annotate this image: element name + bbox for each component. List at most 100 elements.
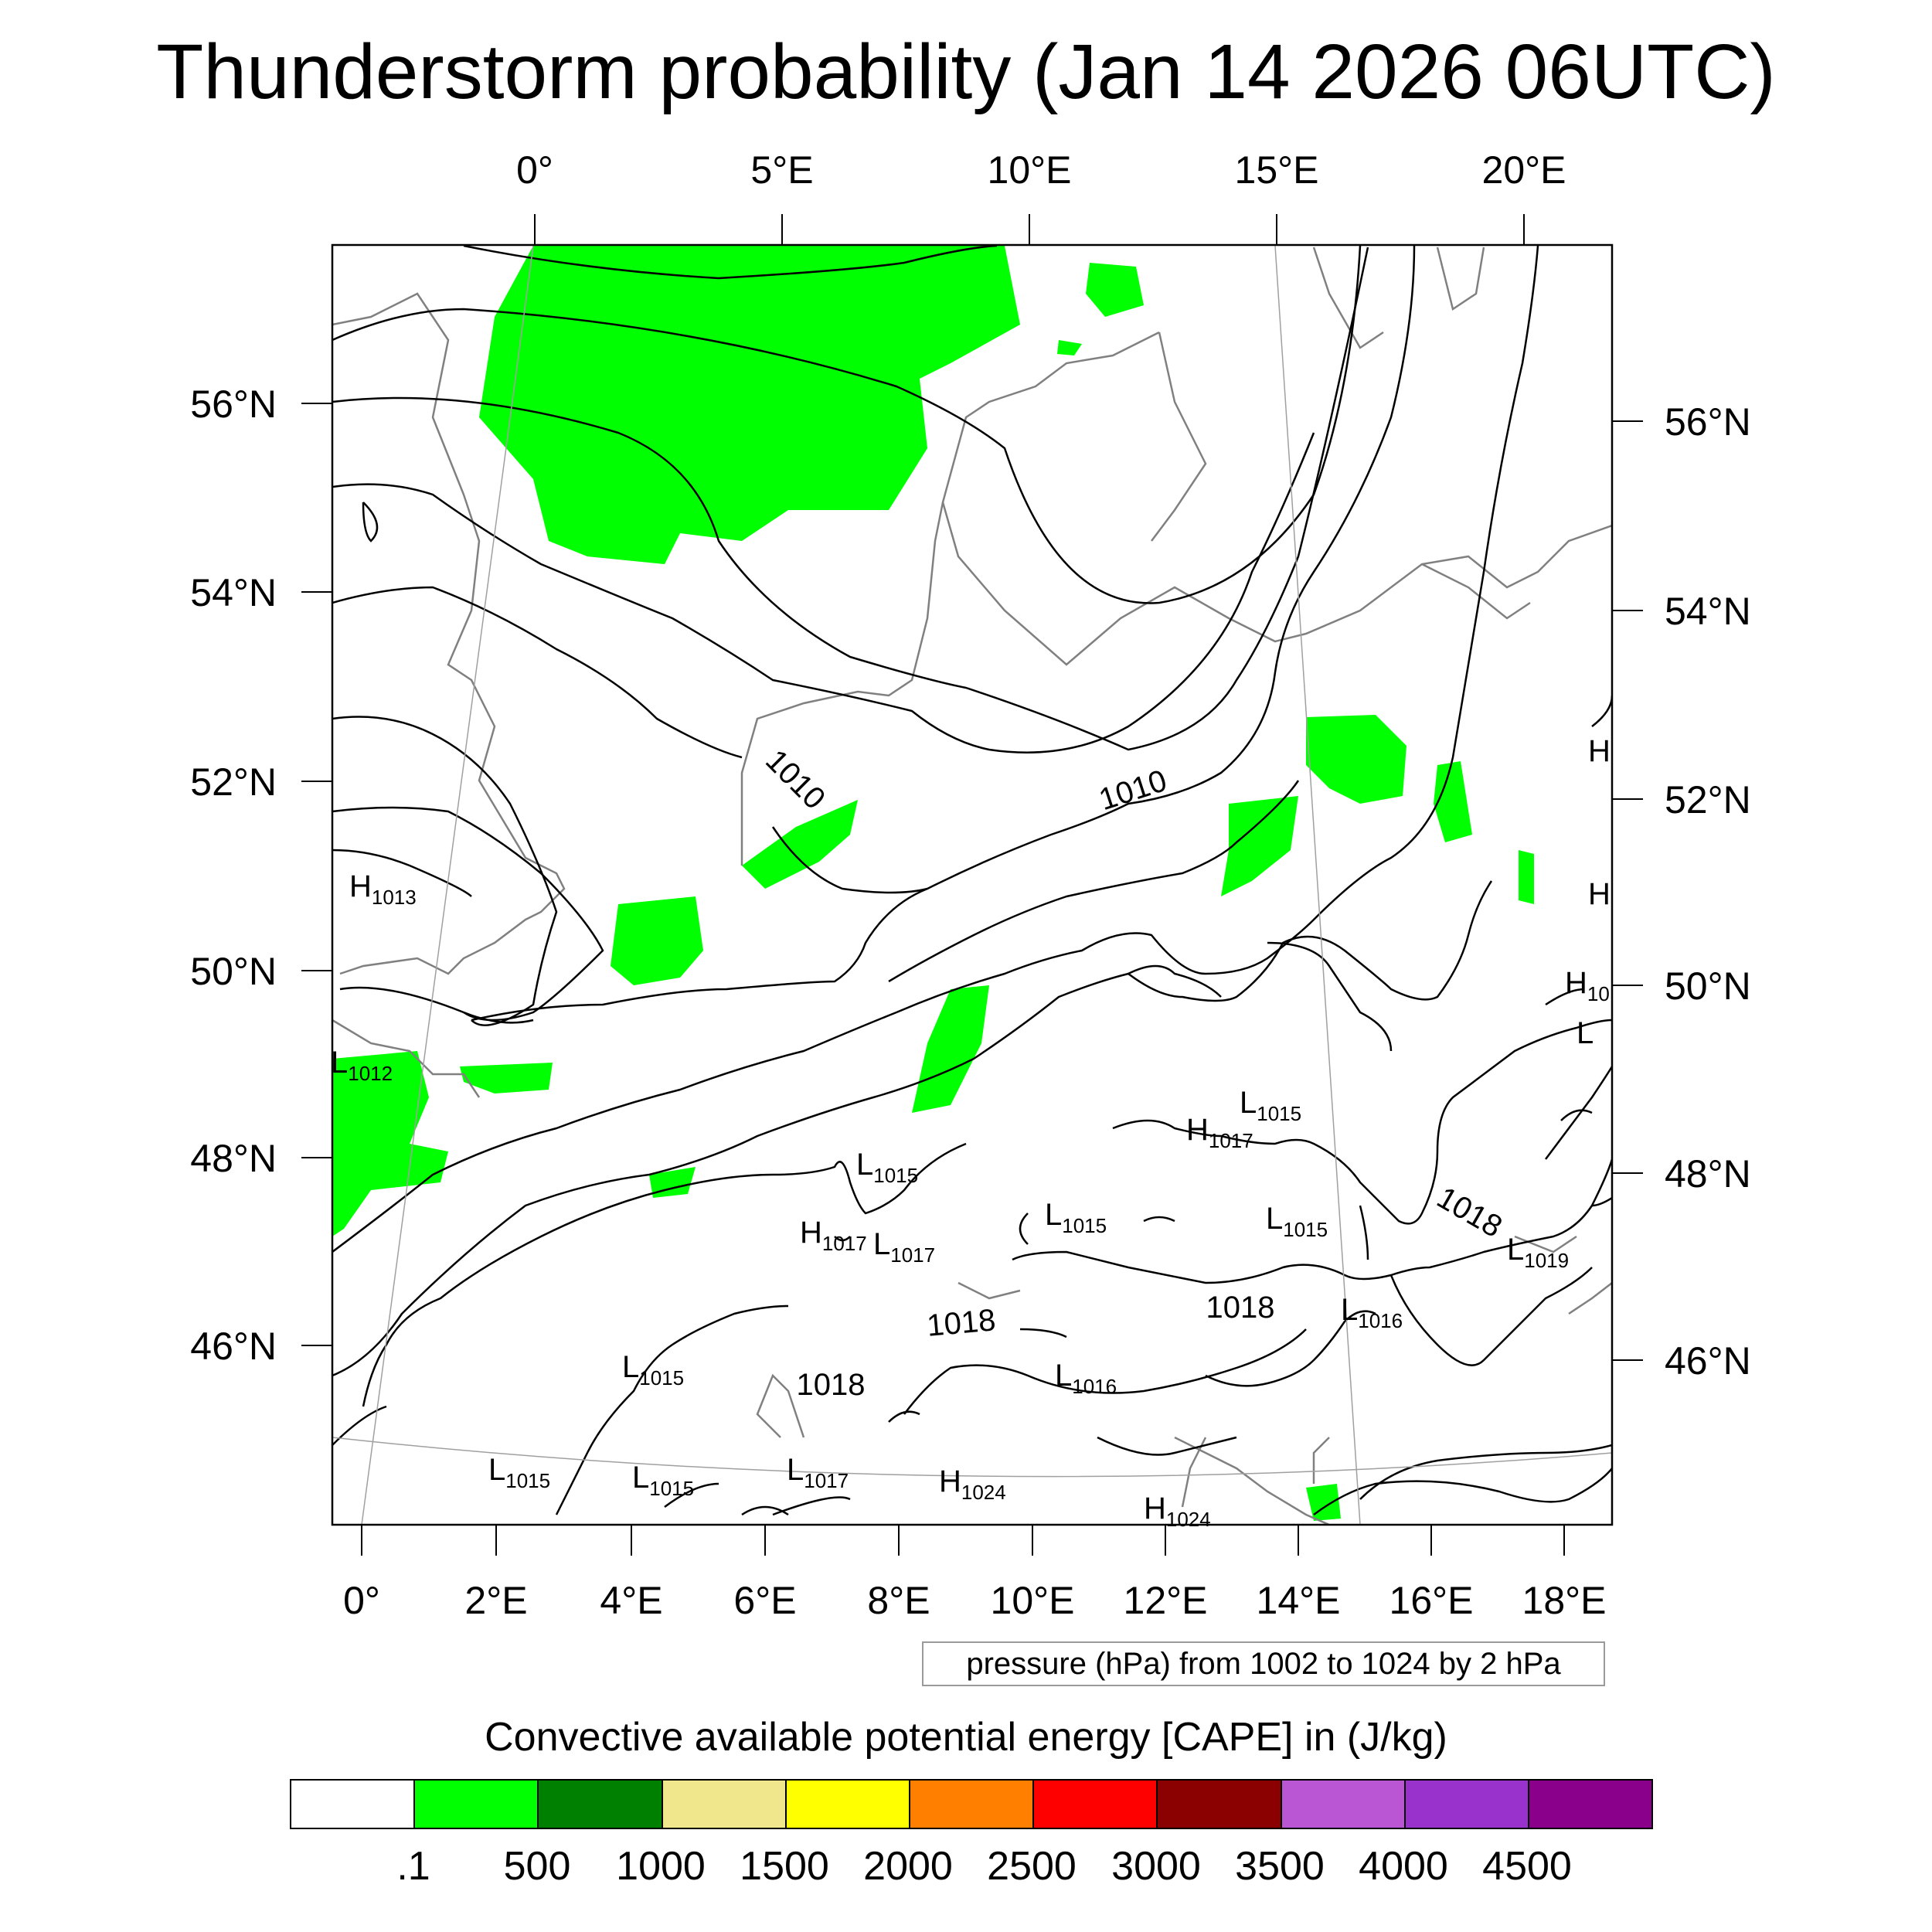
- colorbar-label: 500: [503, 1844, 571, 1889]
- isobar-labels: 1010 1010 1018 1018 1018 1018: [759, 743, 1508, 1402]
- pressure-center: H10: [1565, 966, 1610, 1005]
- isobar-label: 1018: [926, 1303, 997, 1343]
- colorbar-title: Convective available potential energy [C…: [485, 1715, 1447, 1760]
- colorbar-label: 2000: [863, 1844, 953, 1889]
- left-lat-labels: 56°N 54°N 52°N 50°N 48°N 46°N: [190, 383, 277, 1368]
- bottom-lon-label: 0°: [343, 1579, 380, 1622]
- cape-area-adriatic: [1306, 1484, 1341, 1521]
- colorbar-label: 3000: [1111, 1844, 1201, 1889]
- isobar-label: 1018: [797, 1368, 866, 1402]
- meridian-0-line: [361, 245, 534, 1525]
- pressure-center: L: [1577, 1016, 1594, 1050]
- coastlines: [332, 247, 1612, 1525]
- cape-area-denmark-small: [1057, 340, 1082, 355]
- colorbar-swatch: [1034, 1781, 1158, 1828]
- left-lat-label: 52°N: [190, 760, 277, 804]
- left-lat-label: 54°N: [190, 571, 277, 614]
- top-lon-label: 20°E: [1482, 148, 1566, 192]
- top-lon-labels: 0° 5°E 10°E 15°E 20°E: [516, 148, 1566, 192]
- bottom-lon-label: 18°E: [1522, 1579, 1607, 1622]
- colorbar-swatch: [1158, 1781, 1282, 1828]
- cape-area-ruhr: [742, 800, 858, 889]
- pressure-center: L1015: [1266, 1202, 1328, 1241]
- colorbar-swatch: [1405, 1781, 1529, 1828]
- colorbar-swatch: [539, 1781, 663, 1828]
- bottom-lon-label: 2°E: [464, 1579, 527, 1622]
- pressure-centers: H1013 L1012 L1015 H1017 L1015 H1017 L101…: [331, 734, 1611, 1531]
- cape-area-poland: [1306, 715, 1406, 804]
- right-lat-label: 52°N: [1665, 778, 1751, 821]
- colorbar-swatch: [291, 1781, 416, 1828]
- right-lat-labels: 56°N 54°N 52°N 50°N 48°N 46°N: [1665, 400, 1751, 1383]
- pressure-center: H1024: [939, 1464, 1006, 1504]
- cape-area-brittany-2: [460, 1063, 553, 1094]
- colorbar-swatch: [1529, 1781, 1652, 1828]
- pressure-center: H1017: [1186, 1113, 1253, 1152]
- pressure-center: L1015: [1240, 1086, 1301, 1125]
- pressure-center: L1015: [622, 1350, 684, 1389]
- cape-area-germany-east: [1221, 796, 1298, 896]
- bottom-lon-label: 6°E: [733, 1579, 796, 1622]
- colorbar-label: 2500: [987, 1844, 1077, 1889]
- colorbar-labels: .1 500 1000 1500 2000 2500 3000 3500 400…: [0, 1843, 1932, 1897]
- right-lat-label: 50°N: [1665, 964, 1751, 1008]
- bottom-lon-label: 8°E: [867, 1579, 930, 1622]
- map-frame: [331, 243, 1614, 1526]
- pressure-center: H: [1588, 877, 1611, 911]
- cape-area-lux: [912, 985, 989, 1113]
- bottom-lon-label: 12°E: [1124, 1579, 1208, 1622]
- axis-ticks: [301, 214, 1643, 1556]
- colorbar-label: 3500: [1235, 1844, 1325, 1889]
- meridian-15e-line: [1274, 245, 1361, 1525]
- isobar-label: 1018: [1206, 1291, 1275, 1325]
- bottom-lon-label: 10°E: [991, 1579, 1075, 1622]
- pressure-center: H1017: [800, 1216, 867, 1255]
- bottom-lon-label: 16°E: [1389, 1579, 1474, 1622]
- bottom-lon-label: 14°E: [1257, 1579, 1341, 1622]
- left-lat-label: 48°N: [190, 1137, 277, 1180]
- pressure-center: H1013: [349, 869, 417, 909]
- pressure-contour-note: pressure (hPa) from 1002 to 1024 by 2 hP…: [922, 1641, 1605, 1686]
- top-lon-label: 10°E: [988, 148, 1072, 192]
- colorbar-label: 4500: [1482, 1844, 1572, 1889]
- cape-area-hungary: [1519, 850, 1534, 904]
- pressure-center: L1017: [873, 1227, 935, 1267]
- pressure-center: H: [1588, 734, 1611, 768]
- pressure-center: L1015: [632, 1461, 694, 1500]
- isobar-label: 1010: [1095, 764, 1171, 817]
- right-lat-label: 48°N: [1665, 1152, 1751, 1196]
- map-title: Thunderstorm probability (Jan 14 2026 06…: [156, 29, 1776, 115]
- colorbar-swatch: [910, 1781, 1035, 1828]
- cape-area-belgium: [611, 896, 703, 985]
- colorbar-label: 4000: [1359, 1844, 1448, 1889]
- right-lat-label: 56°N: [1665, 400, 1751, 444]
- cape-colorbar: [290, 1779, 1653, 1829]
- isobar-label: 1010: [759, 743, 832, 816]
- pressure-center: L1016: [1341, 1293, 1403, 1332]
- left-lat-label: 50°N: [190, 950, 277, 993]
- bottom-lon-labels: 0° 2°E 4°E 6°E 8°E 10°E 12°E 14°E 16°E 1…: [343, 1579, 1606, 1622]
- cape-area-north-sea: [479, 246, 1020, 564]
- pressure-center: L1012: [331, 1046, 393, 1085]
- pressure-center: L1016: [1055, 1359, 1117, 1398]
- left-lat-label: 56°N: [190, 383, 277, 426]
- top-lon-label: 15°E: [1235, 148, 1319, 192]
- top-lon-label: 0°: [516, 148, 553, 192]
- isobars: [332, 245, 1612, 1516]
- colorbar-label: 1000: [616, 1844, 706, 1889]
- isobar-label: 1018: [1431, 1180, 1508, 1244]
- colorbar-swatch: [786, 1781, 910, 1828]
- colorbar-label: 1500: [740, 1844, 829, 1889]
- pressure-center: H1024: [1144, 1492, 1211, 1531]
- colorbar-swatch: [1281, 1781, 1406, 1828]
- colorbar-label: .1: [396, 1844, 430, 1889]
- right-lat-label: 54°N: [1665, 590, 1751, 633]
- pressure-center: L1015: [856, 1148, 918, 1187]
- colorbar-swatch: [415, 1781, 539, 1828]
- projection-arc: [332, 1437, 1612, 1478]
- left-lat-label: 46°N: [190, 1325, 277, 1368]
- pressure-center: L1019: [1507, 1233, 1569, 1272]
- cape-area-skagerrak: [1086, 263, 1144, 317]
- cape-area-slovakia: [1434, 761, 1472, 842]
